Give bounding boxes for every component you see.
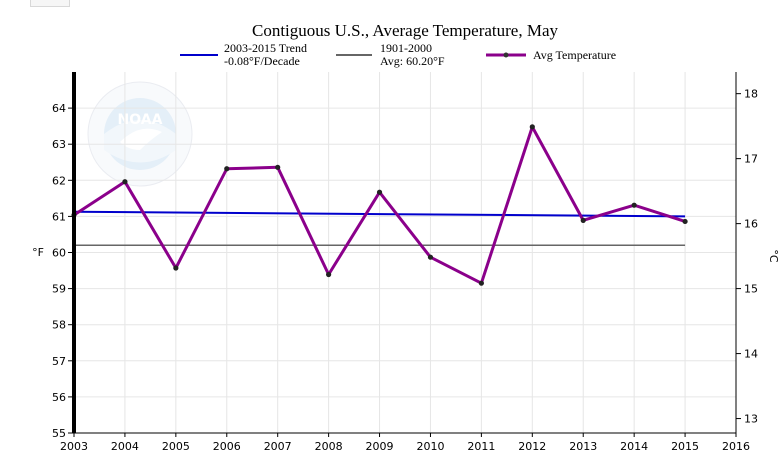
y2-tick-label: 18 bbox=[744, 88, 758, 101]
avg-temperature-points bbox=[71, 124, 688, 286]
y-tick-label: 57 bbox=[52, 355, 66, 368]
x-tick-label: 2012 bbox=[518, 440, 546, 453]
y-axis-label-celsius: °C bbox=[767, 249, 780, 263]
x-tick-label: 2005 bbox=[162, 440, 190, 453]
x-tick-label: 2008 bbox=[315, 440, 343, 453]
x-tick-label: 2006 bbox=[213, 440, 241, 453]
y-tick-label: 55 bbox=[52, 427, 66, 440]
data-point bbox=[122, 179, 128, 185]
data-point bbox=[376, 189, 383, 195]
y-tick-label: 60 bbox=[52, 247, 66, 260]
top-tab-fragment bbox=[30, 0, 70, 7]
y-ticks-fahrenheit: 55 56 57 58 59 60 61 62 63 64 bbox=[52, 102, 74, 440]
data-point bbox=[224, 166, 230, 172]
y2-tick-label: 16 bbox=[744, 218, 758, 231]
legend-trend-line1: 2003-2015 Trend bbox=[224, 41, 307, 55]
x-tick-label: 2007 bbox=[264, 440, 292, 453]
x-tick-label: 2016 bbox=[722, 440, 750, 453]
x-ticks: 2003 2004 2005 2006 2007 2008 2009 2010 2011 2012… bbox=[60, 433, 750, 453]
legend: 2003-2015 Trend -0.08°F/Decade 1901-2000… bbox=[180, 41, 616, 68]
x-tick-label: 2009 bbox=[366, 440, 394, 453]
y-tick-label: 56 bbox=[52, 391, 66, 404]
legend-trend-line2: -0.08°F/Decade bbox=[224, 54, 300, 68]
y-tick-label: 59 bbox=[52, 283, 66, 296]
data-point bbox=[529, 124, 535, 130]
y-axis-label-fahrenheit: °F bbox=[32, 246, 44, 259]
x-tick-label: 2011 bbox=[467, 440, 495, 453]
data-point bbox=[427, 254, 434, 260]
watermark-text: NOAA bbox=[118, 112, 163, 128]
y-tick-label: 58 bbox=[52, 319, 66, 332]
legend-avg-temperature: Avg Temperature bbox=[533, 48, 616, 62]
data-point bbox=[631, 202, 637, 208]
x-tick-label: 2013 bbox=[569, 440, 597, 453]
legend-average-line2: Avg: 60.20°F bbox=[380, 54, 445, 68]
y2-tick-label: 14 bbox=[744, 348, 758, 361]
y-ticks-celsius: 13 14 15 16 17 18 bbox=[736, 88, 758, 426]
data-point bbox=[275, 164, 281, 170]
data-point bbox=[682, 218, 688, 225]
x-tick-label: 2014 bbox=[620, 440, 648, 453]
data-point bbox=[478, 280, 484, 286]
legend-average-line1: 1901-2000 bbox=[380, 41, 432, 55]
chart-title: Contiguous U.S., Average Temperature, Ma… bbox=[252, 21, 559, 40]
y-tick-label: 63 bbox=[52, 138, 66, 151]
y2-tick-label: 13 bbox=[744, 413, 758, 426]
data-point bbox=[173, 265, 179, 271]
trend-line bbox=[73, 210, 686, 218]
noaa-logo-watermark: NOAA bbox=[87, 81, 193, 187]
x-tick-label: 2003 bbox=[60, 440, 88, 453]
y-tick-label: 64 bbox=[52, 102, 66, 115]
x-tick-label: 2010 bbox=[416, 440, 444, 453]
y2-tick-label: 15 bbox=[744, 283, 758, 296]
y-tick-label: 61 bbox=[52, 210, 66, 223]
data-point bbox=[326, 271, 332, 278]
legend-marker-avg-temperature bbox=[503, 52, 509, 58]
x-tick-label: 2015 bbox=[671, 440, 699, 453]
y2-tick-label: 17 bbox=[744, 153, 758, 166]
y-tick-label: 62 bbox=[52, 174, 66, 187]
x-tick-label: 2004 bbox=[111, 440, 139, 453]
data-point bbox=[580, 217, 586, 223]
